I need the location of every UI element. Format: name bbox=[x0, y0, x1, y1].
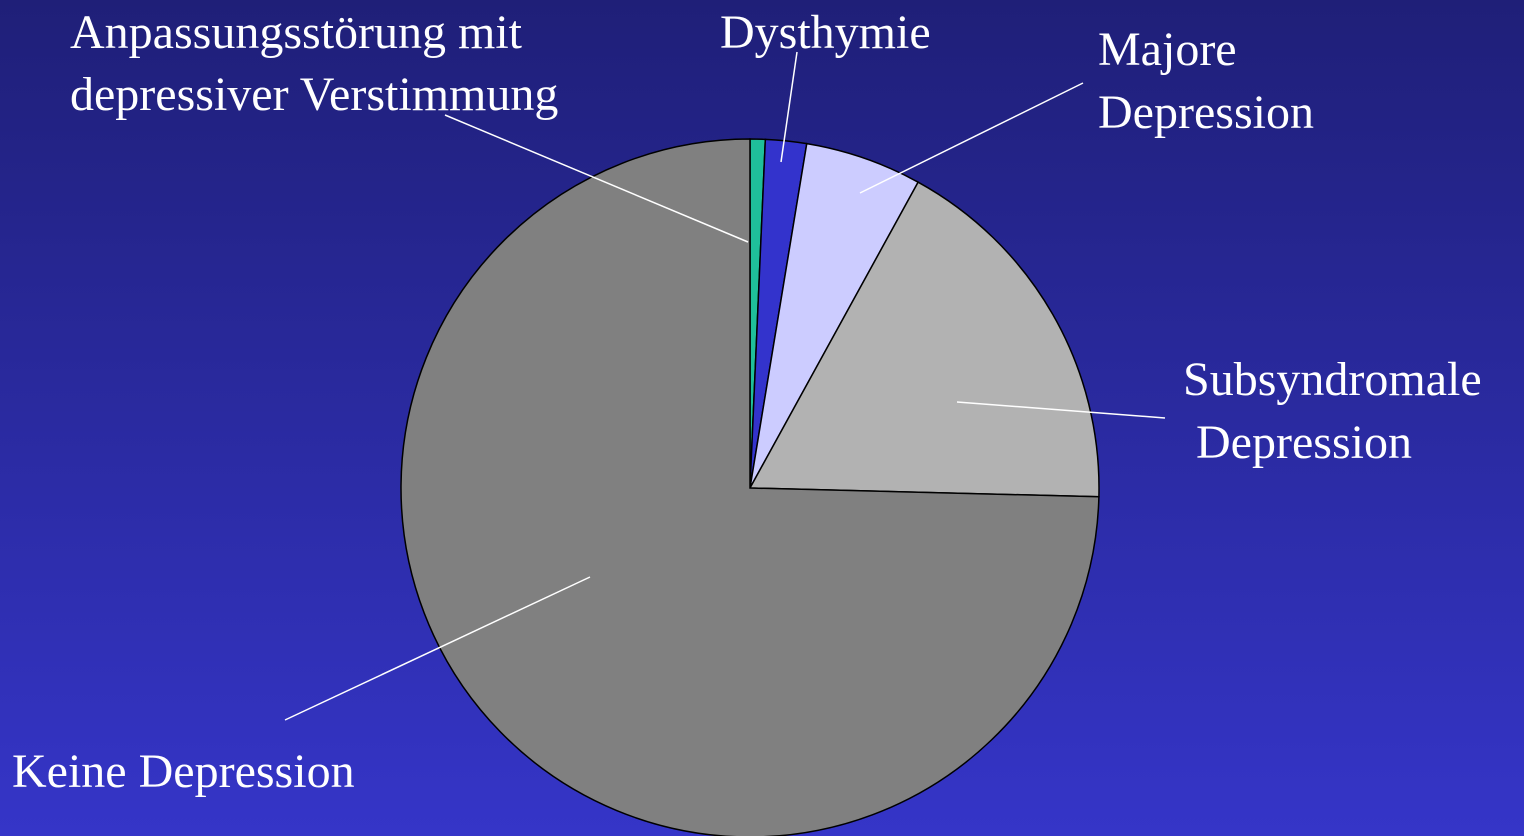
slice-label: depressiver Verstimmung bbox=[70, 68, 558, 121]
slice-label: Anpassungsstörung mit bbox=[70, 6, 523, 59]
pie bbox=[400, 138, 1100, 836]
leader-line bbox=[444, 114, 749, 243]
leader-line bbox=[284, 576, 591, 721]
leader-line bbox=[859, 82, 1084, 194]
labels: Anpassungsstörung mit depressiver Verstim… bbox=[12, 6, 1482, 798]
leader-line bbox=[780, 51, 798, 163]
slice-label: Keine Depression bbox=[12, 745, 355, 798]
pie-slice bbox=[748, 181, 1100, 498]
slice-label: Majore bbox=[1098, 23, 1237, 76]
slice-label: Depression bbox=[1098, 86, 1314, 139]
slice-label: Subsyndromale bbox=[1183, 353, 1482, 406]
slice-label: Depression bbox=[1196, 416, 1412, 469]
slice-label: Dysthymie bbox=[720, 6, 931, 59]
leader-line bbox=[956, 401, 1166, 419]
pie-slice bbox=[400, 138, 1100, 836]
